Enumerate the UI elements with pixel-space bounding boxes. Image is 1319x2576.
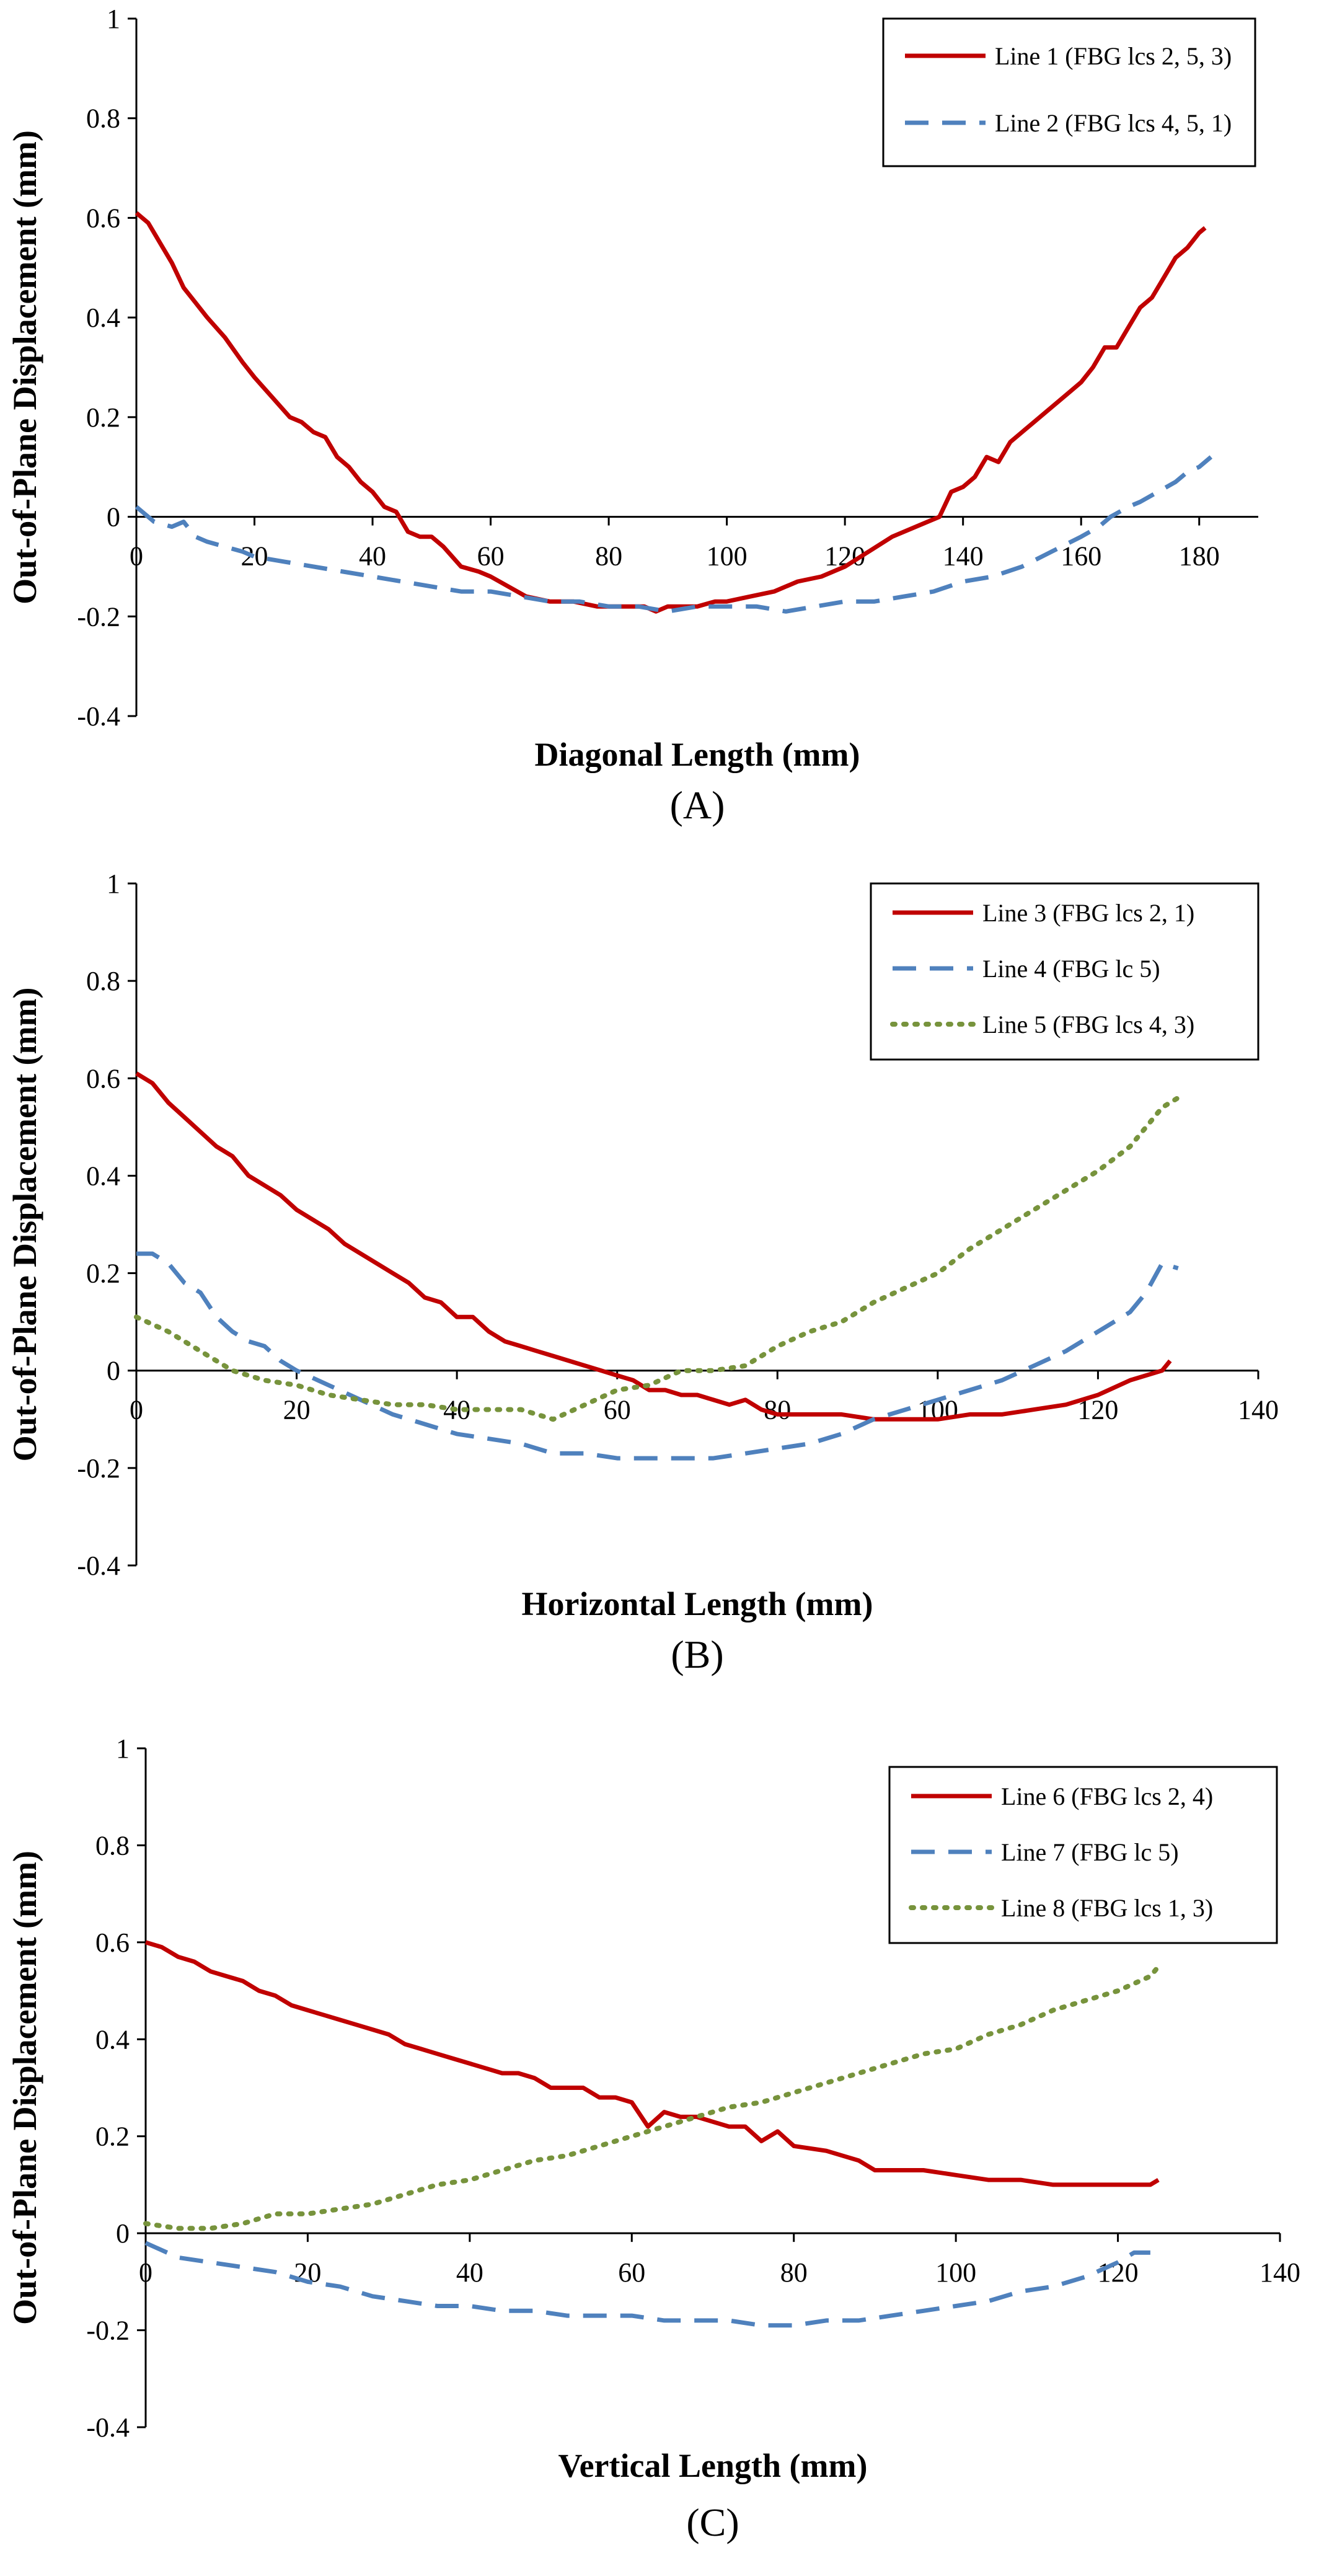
legend-box: [870, 882, 1259, 1061]
x-tick-label: 140: [943, 541, 984, 572]
x-tick-label: 100: [935, 2257, 976, 2288]
legend: Line 3 (FBG lcs 2, 1) Line 4 (FBG lc 5) Li…: [870, 882, 1259, 1061]
x-tick-label: 0: [130, 1395, 143, 1425]
legend: Line 1 (FBG lcs 2, 5, 3) Line 2 (FBG lcs …: [882, 17, 1256, 167]
y-tick-label: 0.2: [86, 402, 120, 433]
y-tick-label: 0.8: [86, 104, 120, 134]
x-axis-title: Horizontal Length (mm): [522, 1585, 873, 1622]
y-tick-label: 0.4: [86, 303, 120, 333]
series-line-3: [134, 1095, 1181, 1422]
x-tick-label: 60: [604, 1395, 631, 1425]
series-line-1: [135, 211, 1207, 614]
chart-panel-a: -0.4-0.200.20.40.60.810 20 40 60 80 100 120 140…: [6, 4, 1258, 827]
x-tick-label: 180: [1179, 541, 1220, 572]
x-tick-label: 0: [139, 2257, 152, 2288]
panel-caption: (C): [686, 2500, 739, 2544]
y-tick-label: -0.4: [86, 2412, 130, 2443]
y-tick-label: 0.6: [95, 1928, 130, 1958]
panel-caption: (A): [670, 783, 725, 827]
panel-caption: (B): [671, 1632, 723, 1676]
x-tick-label: 80: [780, 2257, 808, 2288]
y-axis-title: Out-of-Plane Displacement (mm): [6, 130, 43, 604]
y-tick-label: 1: [107, 4, 120, 34]
series-line-1: [144, 1940, 1160, 2187]
chart-panel-c: -0.4-0.200.20.40.60.810 20 40 60 80 100 120 140…: [6, 1733, 1300, 2544]
y-tick-label: 0.4: [95, 2024, 130, 2055]
x-tick-label: 60: [618, 2257, 645, 2288]
series-line-1: [135, 1071, 1172, 1422]
legend-box: [882, 17, 1256, 167]
y-tick-label: 0.8: [86, 966, 120, 996]
y-tick-label: 0: [116, 2218, 130, 2249]
x-tick-label: 100: [707, 541, 748, 572]
series-line-2: [136, 1251, 1179, 1461]
x-tick-label: 40: [456, 2257, 483, 2288]
x-tick-label: 140: [1259, 2257, 1300, 2288]
x-tick-label: 20: [283, 1395, 311, 1425]
x-tick-label: 60: [477, 541, 505, 572]
y-tick-label: 1: [107, 869, 120, 899]
x-tick-label: 0: [130, 541, 143, 572]
x-axis-title: Vertical Length (mm): [558, 2447, 868, 2484]
series-line-3: [143, 1964, 1161, 2231]
y-tick-label: -0.2: [86, 2316, 130, 2346]
series-line-2: [135, 455, 1213, 614]
x-axis-title: Diagonal Length (mm): [535, 736, 860, 773]
x-tick-label: 160: [1061, 541, 1101, 572]
y-tick-label: -0.4: [77, 1551, 120, 1581]
x-tick-label: 80: [595, 541, 622, 572]
y-tick-label: 0.6: [86, 1063, 120, 1094]
x-tick-label: 140: [1238, 1395, 1279, 1425]
legend-label: Line 1 (FBG lcs 2, 5, 3): [995, 42, 1232, 70]
y-tick-label: -0.2: [77, 601, 120, 632]
legend-label: Line 5 (FBG lcs 4, 3): [982, 1011, 1194, 1038]
y-tick-label: 1: [116, 1733, 130, 1764]
y-axis-title: Out-of-Plane Displacement (mm): [6, 1851, 43, 2325]
y-tick-label: 0.6: [86, 203, 120, 233]
legend: Line 6 (FBG lcs 2, 4) Line 7 (FBG lc 5) Li…: [888, 1766, 1278, 1944]
legend-label: Line 8 (FBG lcs 1, 3): [1001, 1894, 1213, 1922]
legend-label: Line 3 (FBG lcs 2, 1): [982, 899, 1194, 927]
y-tick-label: -0.4: [77, 701, 120, 732]
legend-label: Line 6 (FBG lcs 2, 4): [1001, 1782, 1213, 1810]
chart-panel-b: -0.4-0.200.20.40.60.810 20 40 60 80 100 120 140…: [6, 869, 1279, 1676]
y-tick-label: 0.2: [86, 1259, 120, 1289]
y-tick-label: 0: [107, 502, 120, 533]
x-tick-label: 20: [241, 541, 268, 572]
y-tick-label: 0: [107, 1356, 120, 1386]
y-tick-label: 0.4: [86, 1161, 120, 1191]
series-line-2: [144, 2241, 1150, 2328]
y-tick-label: 0.2: [95, 2122, 130, 2152]
y-tick-label: 0.8: [95, 1830, 130, 1861]
y-axis-title: Out-of-Plane Displacement (mm): [6, 988, 43, 1462]
legend-label: Line 2 (FBG lcs 4, 5, 1): [995, 109, 1232, 137]
x-tick-label: 40: [359, 541, 386, 572]
legend-label: Line 7 (FBG lc 5): [1001, 1838, 1179, 1866]
y-tick-label: -0.2: [77, 1453, 120, 1484]
legend-label: Line 4 (FBG lc 5): [982, 955, 1160, 983]
